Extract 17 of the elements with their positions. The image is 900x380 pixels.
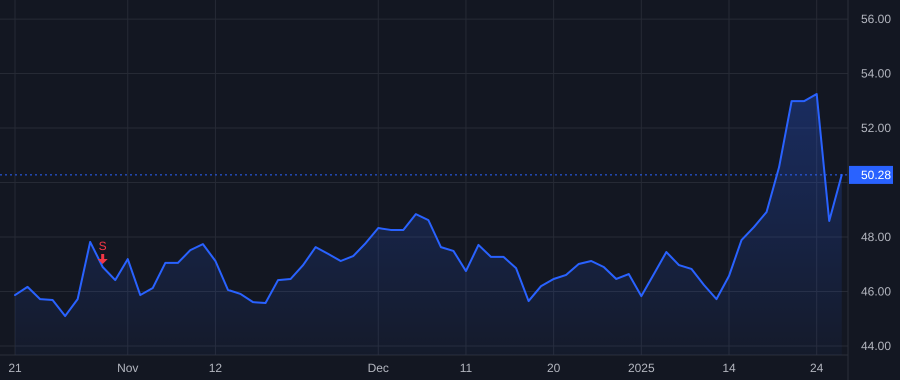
x-tick-label: 21 (8, 361, 22, 375)
y-tick-label: 46.00 (860, 284, 892, 299)
x-tick-label: 20 (546, 361, 561, 375)
annotation: S (98, 239, 107, 253)
y-tick-label: 54.00 (860, 66, 892, 81)
ref-line-label: 50.28 (860, 168, 892, 182)
x-tick-label: Nov (117, 361, 138, 375)
x-tick-label: 24 (810, 361, 824, 375)
x-tick-label: 14 (722, 361, 736, 375)
x-tick-label: 11 (460, 361, 472, 375)
y-tick-label: 48.00 (860, 230, 892, 244)
x-tick-label: 12 (208, 361, 222, 375)
y-tick-label: 44.00 (860, 339, 892, 354)
y-tick-label: 56.00 (860, 12, 892, 26)
x-tick-label: 2025 (628, 361, 655, 375)
y-tick-label: 52.00 (860, 121, 892, 136)
x-tick-label: Dec (368, 361, 389, 375)
